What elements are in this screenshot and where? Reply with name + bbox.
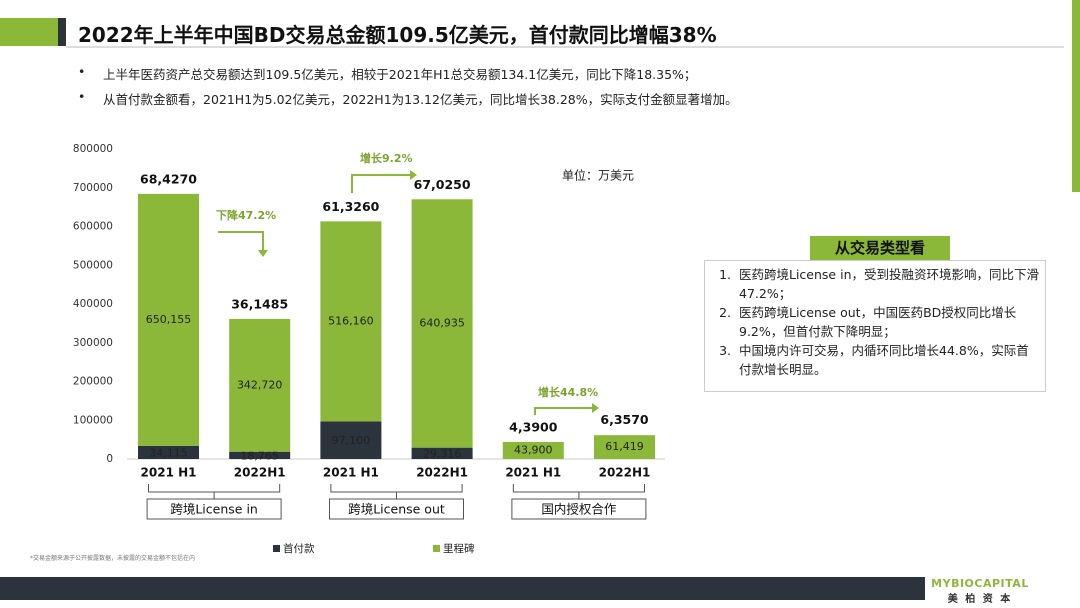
footer-band bbox=[0, 577, 925, 600]
legend-label: 首付款 bbox=[283, 542, 315, 555]
bullet-text: 上半年医药资产总交易额达到109.5亿美元，相较于2021年H1总交易额134.… bbox=[103, 67, 697, 82]
group-label: 跨境License out bbox=[348, 502, 445, 517]
y-tick-label: 400000 bbox=[73, 298, 113, 310]
y-tick-label: 500000 bbox=[73, 259, 113, 271]
arrow-head bbox=[410, 170, 417, 180]
group-label: 国内授权合作 bbox=[541, 502, 617, 517]
bullet-text: 从首付款金额看，2021H1为5.02亿美元，2022H1为13.12亿美元，同… bbox=[103, 92, 738, 107]
y-tick-label: 100000 bbox=[73, 414, 113, 426]
total-label: 36,1485 bbox=[231, 296, 288, 311]
annotation-arrow bbox=[351, 174, 413, 193]
value-label: 640,935 bbox=[419, 316, 465, 329]
value-label: 650,155 bbox=[146, 313, 192, 326]
annotation: 增长44.8% bbox=[538, 385, 598, 399]
bar-segment bbox=[320, 221, 382, 422]
total-label: 6,3570 bbox=[600, 412, 649, 427]
total-label: 68,4270 bbox=[140, 171, 197, 186]
y-tick-label: 0 bbox=[106, 453, 113, 465]
side-title: 从交易类型看 bbox=[810, 236, 950, 260]
x-tick-label: 2021 H1 bbox=[505, 466, 561, 480]
bar-segment bbox=[229, 318, 291, 452]
y-tick-label: 700000 bbox=[73, 182, 113, 194]
arrow-head bbox=[592, 403, 599, 413]
value-label: 342,720 bbox=[237, 378, 283, 391]
side-box: 医药跨境License in，受到投融资环境影响，同比下滑47.2%； 医药跨境… bbox=[704, 260, 1046, 392]
value-label: 61,419 bbox=[605, 440, 644, 453]
logo: MYBIOCAPITAL 美 柏 资 本 bbox=[930, 577, 1030, 605]
side-item: 医药跨境License out，中国医药BD授权同比增长9.2%，但首付款下降明… bbox=[735, 303, 1039, 341]
side-item: 医药跨境License in，受到投融资环境影响，同比下滑47.2%； bbox=[735, 265, 1039, 303]
group-bracket bbox=[330, 484, 463, 499]
total-label: 4,3900 bbox=[509, 419, 558, 434]
x-tick-label: 2021 H1 bbox=[323, 466, 379, 480]
value-label: 97,100 bbox=[332, 434, 371, 447]
group-label: 跨境License in bbox=[170, 502, 258, 517]
annotation: 下降47.2% bbox=[216, 208, 276, 222]
value-label: 34,115 bbox=[149, 446, 188, 459]
total-label: 67,0250 bbox=[414, 177, 471, 192]
x-tick-label: 2022H1 bbox=[599, 466, 651, 480]
logo-cn: 美 柏 资 本 bbox=[947, 594, 1013, 605]
value-label: 18,765 bbox=[240, 449, 279, 462]
bar-segment bbox=[502, 441, 564, 459]
bar-segment bbox=[411, 199, 473, 448]
y-tick-label: 300000 bbox=[73, 337, 113, 349]
y-tick-label: 800000 bbox=[73, 143, 113, 155]
group-box bbox=[146, 498, 282, 520]
logo-name: MYBIOCAPITAL bbox=[931, 577, 1029, 590]
y-tick-label: 200000 bbox=[73, 376, 113, 388]
value-label: 516,160 bbox=[328, 314, 374, 327]
edge-bar bbox=[1072, 0, 1080, 192]
legend-label: 里程碑 bbox=[443, 542, 475, 555]
group-bracket bbox=[512, 484, 645, 499]
bullet: 从首付款金额看，2021H1为5.02亿美元，2022H1为13.12亿美元，同… bbox=[78, 89, 738, 108]
x-tick-label: 2022H1 bbox=[416, 466, 468, 480]
annotation-arrow bbox=[218, 231, 264, 255]
bar-segment bbox=[138, 445, 199, 459]
title: 2022年上半年中国BD交易总金额109.5亿美元，首付款同比增幅38% bbox=[78, 23, 717, 47]
side-item: 中国境内许可交易，内循环同比增长44.8%，实际首付款增长明显。 bbox=[735, 341, 1039, 379]
bar-segment bbox=[320, 421, 382, 459]
arrow-head bbox=[258, 250, 268, 257]
annotation-arrow bbox=[534, 407, 595, 415]
bullet: 上半年医药资产总交易额达到109.5亿美元，相较于2021年H1总交易额134.… bbox=[78, 64, 696, 83]
legend-swatch bbox=[433, 545, 440, 552]
value-label: 29,316 bbox=[423, 447, 462, 460]
legend-swatch bbox=[273, 545, 280, 552]
x-tick-label: 2021 H1 bbox=[141, 466, 197, 480]
group-box bbox=[511, 498, 647, 520]
x-tick-label: 2022H1 bbox=[234, 466, 286, 480]
bar-segment bbox=[138, 193, 199, 446]
title-accent bbox=[58, 18, 66, 46]
bar-segment bbox=[594, 435, 655, 459]
bar-segment bbox=[411, 447, 473, 459]
value-label: 43,900 bbox=[514, 443, 553, 456]
total-label: 61,3260 bbox=[322, 199, 379, 214]
unit-label: 单位：万美元 bbox=[562, 168, 634, 183]
annotation: 增长9.2% bbox=[360, 151, 413, 165]
group-box bbox=[329, 498, 464, 520]
title-accent bbox=[0, 18, 58, 46]
footnote: *交易金额来源于公开披露数据，未披露的交易金额不包括在内 bbox=[30, 555, 196, 562]
y-tick-label: 600000 bbox=[73, 221, 113, 233]
group-bracket bbox=[148, 484, 281, 499]
bar-segment bbox=[229, 451, 291, 459]
